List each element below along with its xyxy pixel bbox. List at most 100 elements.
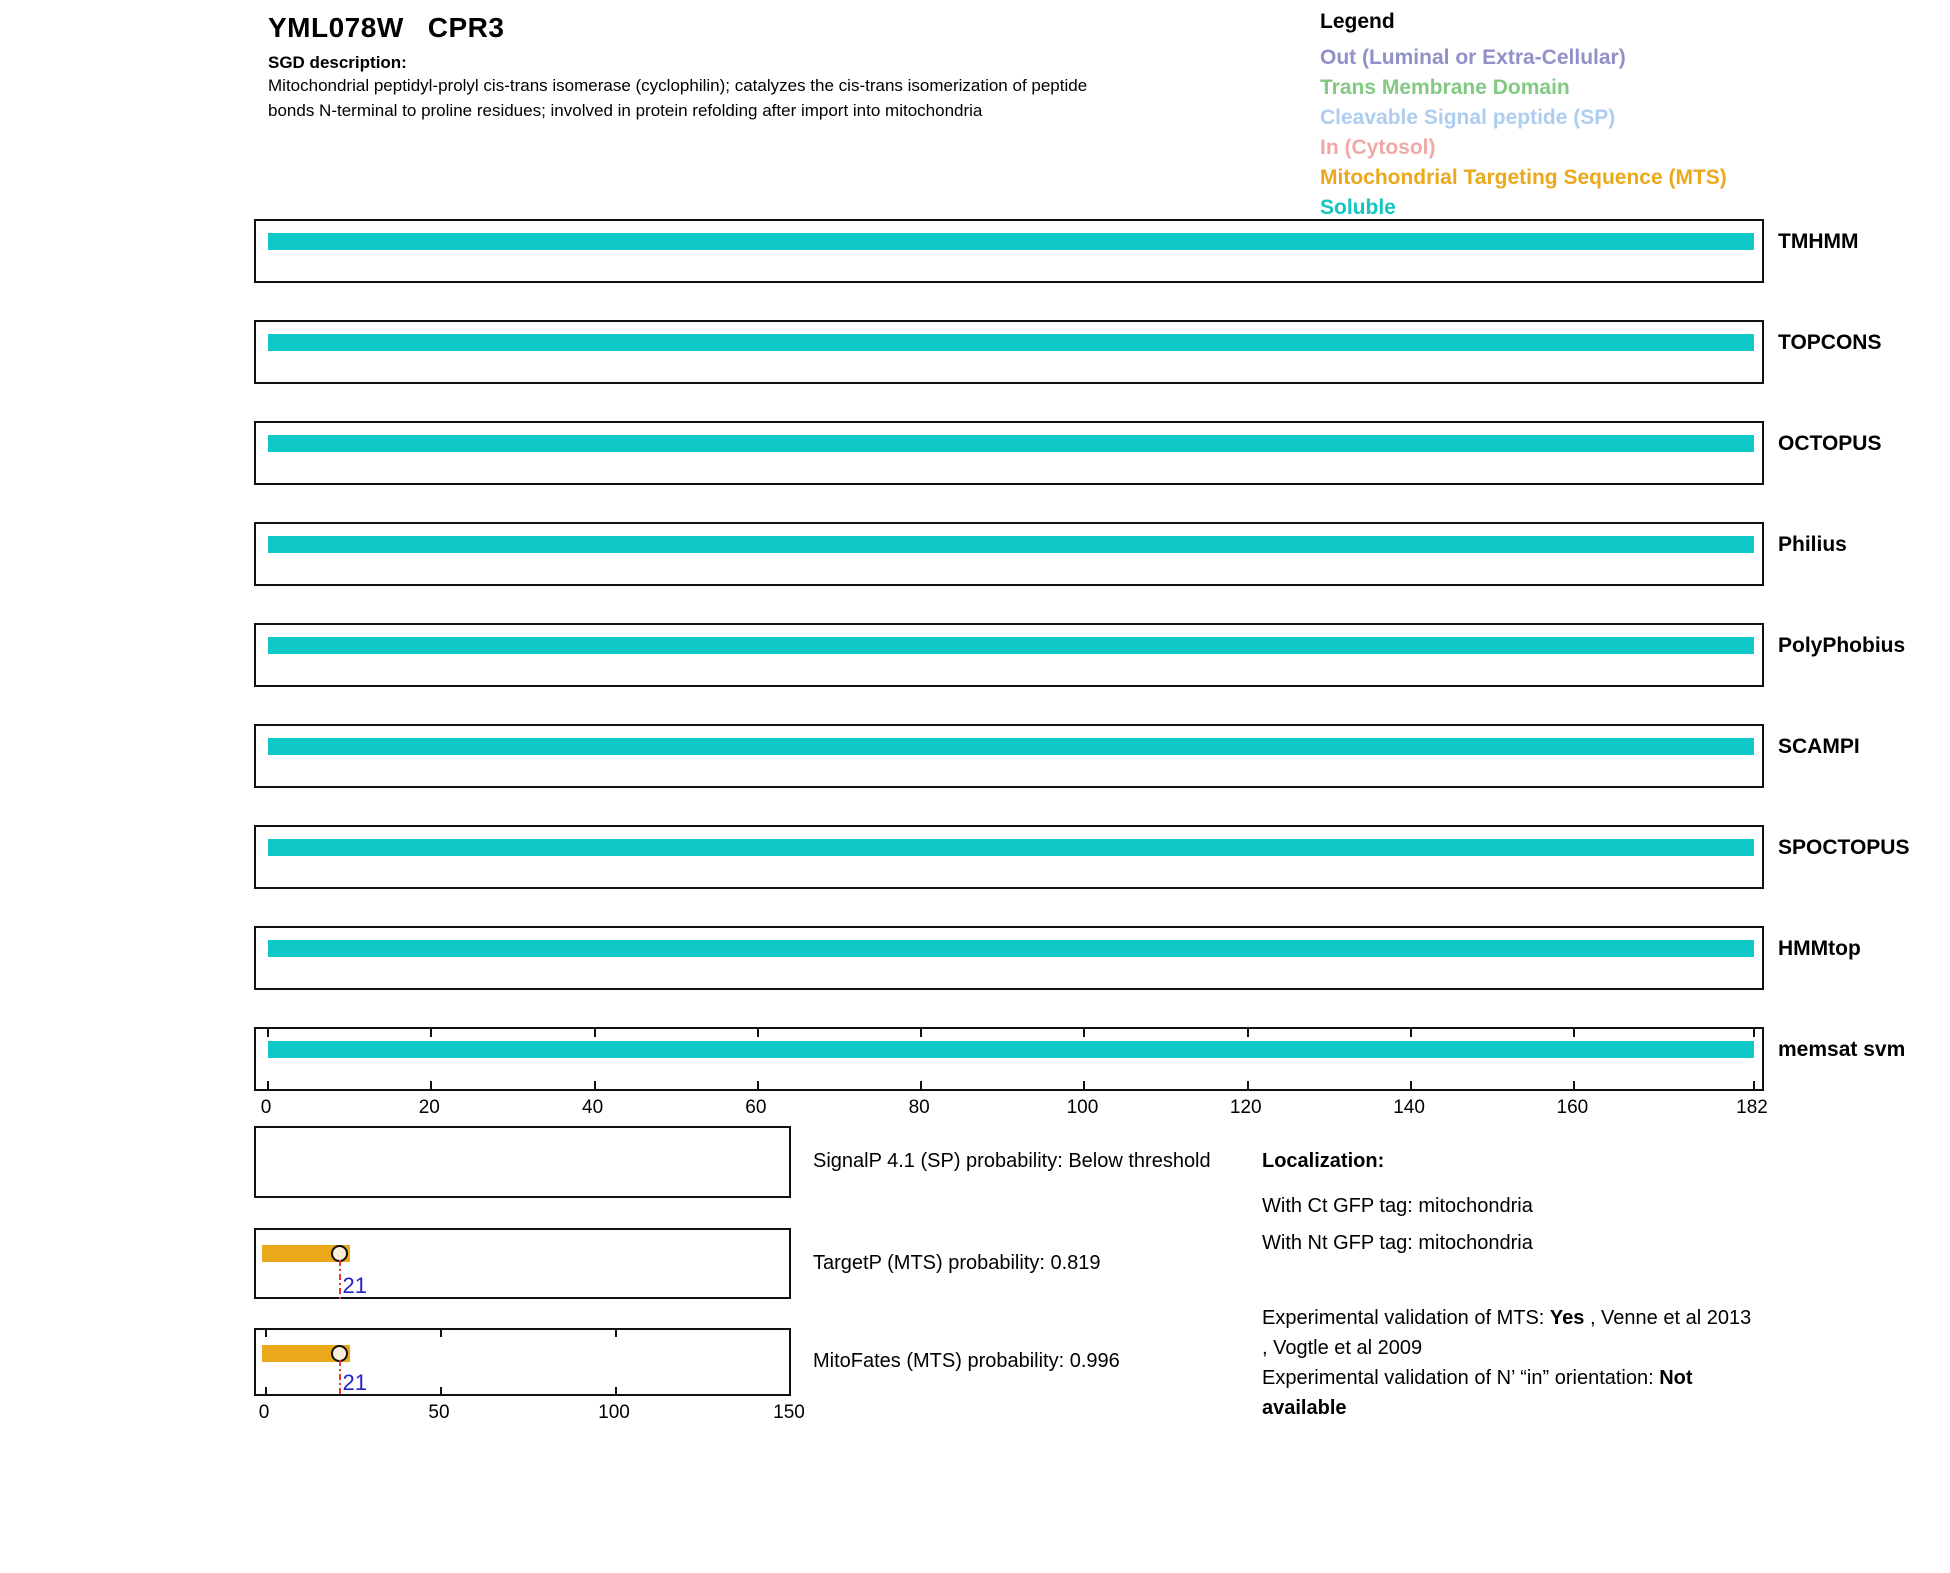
prob-caption-mitofates: MitoFates (MTS) probability: 0.996: [813, 1350, 1120, 1372]
ruler-tick-top-140: [1410, 1029, 1413, 1037]
ruler-tick-bottom-140: [1410, 1081, 1413, 1089]
track-label-tmhmm: TMHMM: [1778, 230, 1859, 253]
ruler-tick-top-160: [1573, 1029, 1576, 1037]
segment-soluble-bar: [268, 637, 1754, 654]
ruler-tick-bottom-40: [593, 1081, 596, 1089]
track-box-spoctopus: [254, 825, 1764, 889]
legend-title: Legend: [1320, 10, 1395, 33]
localization-heading: Localization:: [1262, 1150, 1385, 1172]
segment-soluble-bar: [268, 536, 1754, 553]
sgd-description-line2: bonds N-terminal to proline residues; in…: [268, 101, 983, 120]
prob-tick-top-100: [615, 1330, 617, 1337]
track-box-polyphobius: [254, 623, 1764, 687]
segment-soluble-bar: [268, 738, 1754, 755]
experimental-line-2: , Vogtle et al 2009: [1262, 1333, 1786, 1363]
ruler-tick-top-0: [267, 1029, 269, 1037]
mts-bar: [262, 1245, 350, 1262]
track-label-memsat-svm: memsat svm: [1778, 1038, 1906, 1061]
track-box-scampi: [254, 724, 1764, 788]
ruler-tick-bottom-160: [1573, 1081, 1576, 1089]
main-axis-label-40: 40: [582, 1097, 604, 1118]
legend-item-4: In (Cytosol): [1320, 136, 1436, 159]
prob-box-targetp: 21: [254, 1228, 791, 1299]
track-box-topcons: [254, 320, 1764, 384]
segment-soluble-bar: [268, 940, 1754, 957]
main-axis-label-60: 60: [745, 1097, 767, 1118]
experimental-value: available: [1262, 1397, 1347, 1419]
experimental-text: , Vogtle et al 2009: [1262, 1337, 1423, 1359]
segment-soluble-bar: [268, 233, 1754, 250]
track-label-hmmtop: HMMtop: [1778, 937, 1861, 960]
prob-axis-label-0: 0: [258, 1402, 270, 1423]
cleavage-site-label: 21: [342, 1370, 367, 1395]
ruler-tick-top-40: [593, 1029, 596, 1037]
main-axis-label-20: 20: [418, 1097, 440, 1118]
mts-bar: [262, 1345, 350, 1362]
track-label-philius: Philius: [1778, 533, 1847, 556]
legend-items: Out (Luminal or Extra-Cellular) Trans Mem…: [1320, 43, 1727, 223]
prob-caption-targetp: TargetP (MTS) probability: 0.819: [813, 1252, 1101, 1274]
ruler-tick-bottom-182: [1753, 1081, 1755, 1089]
experimental-text: Experimental validation of MTS:: [1262, 1307, 1550, 1329]
ruler-tick-bottom-120: [1246, 1081, 1249, 1089]
track-box-philius: [254, 522, 1764, 586]
experimental-value: Yes: [1549, 1307, 1585, 1329]
ruler-tick-top-60: [756, 1029, 759, 1037]
ruler-tick-top-100: [1083, 1029, 1086, 1037]
experimental-validation-block: Experimental validation of MTS: Yes , Ve…: [1262, 1303, 1786, 1423]
main-axis-label-182: 182: [1736, 1097, 1768, 1118]
prob-box-signalp: [254, 1126, 791, 1198]
cleavage-site-label: 21: [342, 1273, 367, 1298]
ruler-tick-bottom-60: [756, 1081, 759, 1089]
prob-axis-label-50: 50: [428, 1402, 450, 1423]
prob-box-mitofates: 21: [254, 1328, 791, 1396]
cleavage-site-line: [338, 1360, 341, 1396]
ruler-tick-top-20: [430, 1029, 433, 1037]
track-box-tmhmm: [254, 219, 1764, 283]
legend-item-6: Soluble: [1320, 196, 1396, 219]
segment-soluble-bar: [268, 839, 1754, 856]
main-axis-label-0: 0: [260, 1097, 272, 1118]
main-axis-label-140: 140: [1393, 1097, 1425, 1118]
ruler-tick-bottom-80: [920, 1081, 923, 1089]
track-label-spoctopus: SPOCTOPUS: [1778, 836, 1910, 859]
ruler-tick-bottom-20: [430, 1081, 433, 1089]
segment-soluble-bar: [268, 334, 1754, 351]
track-label-octopus: OCTOPUS: [1778, 432, 1882, 455]
main-axis-label-100: 100: [1066, 1097, 1099, 1118]
legend: Legend Out (Luminal or Extra-Cellular) Tr…: [1320, 10, 1727, 223]
localization-ct-gfp: With Ct GFP tag: mitochondria: [1262, 1195, 1533, 1217]
legend-item-1: Out (Luminal or Extra-Cellular): [1320, 46, 1626, 69]
main-axis-label-120: 120: [1229, 1097, 1262, 1118]
track-label-polyphobius: PolyPhobius: [1778, 634, 1906, 657]
prob-caption-signalp: SignalP 4.1 (SP) probability: Below thre…: [813, 1150, 1211, 1172]
prob-tick-bottom-50: [440, 1387, 442, 1394]
ruler-tick-top-182: [1753, 1029, 1755, 1037]
prob-tick-bottom-100: [615, 1387, 617, 1394]
prob-tick-top-0: [265, 1330, 267, 1337]
sgd-description-line1: Mitochondrial peptidyl-prolyl cis-trans …: [268, 76, 1088, 95]
gene-id: YML078W: [268, 12, 404, 43]
prob-axis-label-150: 150: [773, 1402, 805, 1423]
segment-soluble-bar: [268, 1041, 1754, 1058]
gene-name: CPR3: [427, 12, 505, 43]
track-box-octopus: [254, 421, 1764, 485]
sgd-description-heading: SGD description:: [268, 53, 407, 72]
ruler-tick-bottom-100: [1083, 1081, 1086, 1089]
legend-item-5: Mitochondrial Targeting Sequence (MTS): [1320, 166, 1727, 189]
experimental-line-3: Experimental validation of N’ “in” orien…: [1262, 1363, 1786, 1393]
ruler-tick-bottom-0: [267, 1081, 269, 1089]
ruler-tick-top-80: [920, 1029, 923, 1037]
main-axis-label-80: 80: [908, 1097, 930, 1118]
experimental-text: Experimental validation of N’ “in” orien…: [1262, 1367, 1660, 1389]
legend-item-2: Trans Membrane Domain: [1320, 76, 1570, 99]
track-box-memsat-svm: [254, 1027, 1764, 1091]
cleavage-site-line: [338, 1260, 341, 1299]
main-axis-label-160: 160: [1556, 1097, 1589, 1118]
track-box-hmmtop: [254, 926, 1764, 990]
ruler-tick-top-120: [1246, 1029, 1249, 1037]
prob-tick-top-50: [440, 1330, 442, 1337]
localization-nt-gfp: With Nt GFP tag: mitochondria: [1262, 1232, 1533, 1254]
prob-tick-bottom-0: [265, 1387, 267, 1394]
experimental-value: Not: [1659, 1367, 1693, 1389]
